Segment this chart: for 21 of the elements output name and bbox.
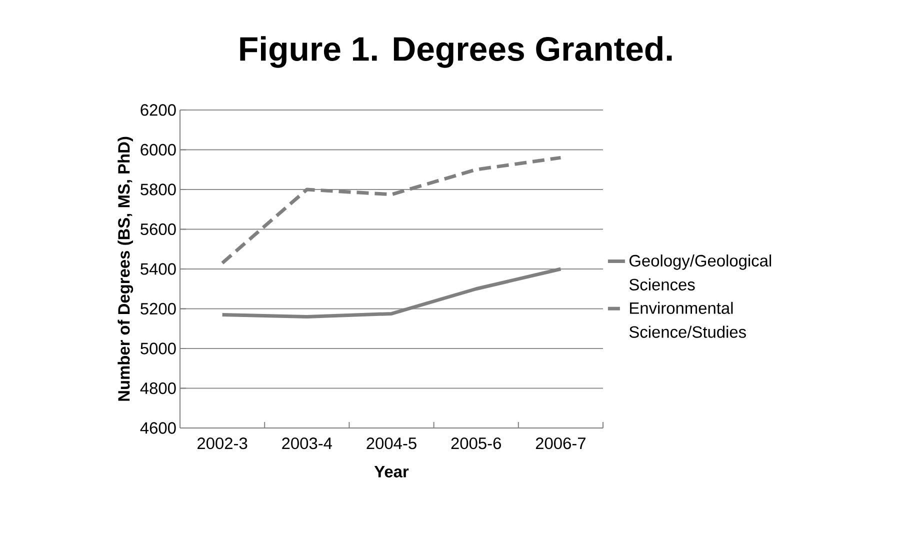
y-tick-label: 5600 xyxy=(140,223,176,236)
legend-label: Environmental Science/Studies xyxy=(629,302,746,338)
x-tick-label: 2002-3 xyxy=(198,438,248,450)
chart-title: Figure 1. Degrees Granted. xyxy=(240,36,672,68)
y-axis-title: Number of Degrees (BS, MS, PhD) xyxy=(118,136,134,401)
x-tick-label: 2005-6 xyxy=(451,438,501,450)
y-tick-label: 4800 xyxy=(140,382,176,394)
y-tick-label: 6000 xyxy=(140,144,176,156)
x-axis-title: Year xyxy=(374,466,409,478)
y-tick-label: 5800 xyxy=(140,184,176,196)
line-series xyxy=(220,267,562,318)
legend-label: Geology/Geological Sciences xyxy=(629,254,772,290)
x-tick-label: 2006-7 xyxy=(536,438,586,450)
x-tick-label: 2004-5 xyxy=(366,438,416,450)
line-series xyxy=(220,156,562,265)
y-tick-label: 4600 xyxy=(140,422,176,434)
y-tick-label: 5200 xyxy=(140,302,176,315)
y-tick-label: 6200 xyxy=(140,104,176,116)
y-tick-label: 5000 xyxy=(140,342,176,354)
y-tick-label: 5400 xyxy=(140,263,176,275)
x-tick-label: 2003-4 xyxy=(282,438,332,450)
